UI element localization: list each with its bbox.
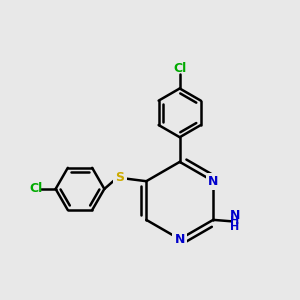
- Text: H: H: [230, 216, 239, 226]
- Text: Cl: Cl: [29, 182, 43, 195]
- Text: N: N: [175, 233, 185, 246]
- Text: S: S: [116, 171, 124, 184]
- Text: N: N: [230, 209, 240, 223]
- Text: Cl: Cl: [173, 62, 186, 75]
- Text: H: H: [230, 222, 239, 232]
- Text: N: N: [208, 175, 218, 188]
